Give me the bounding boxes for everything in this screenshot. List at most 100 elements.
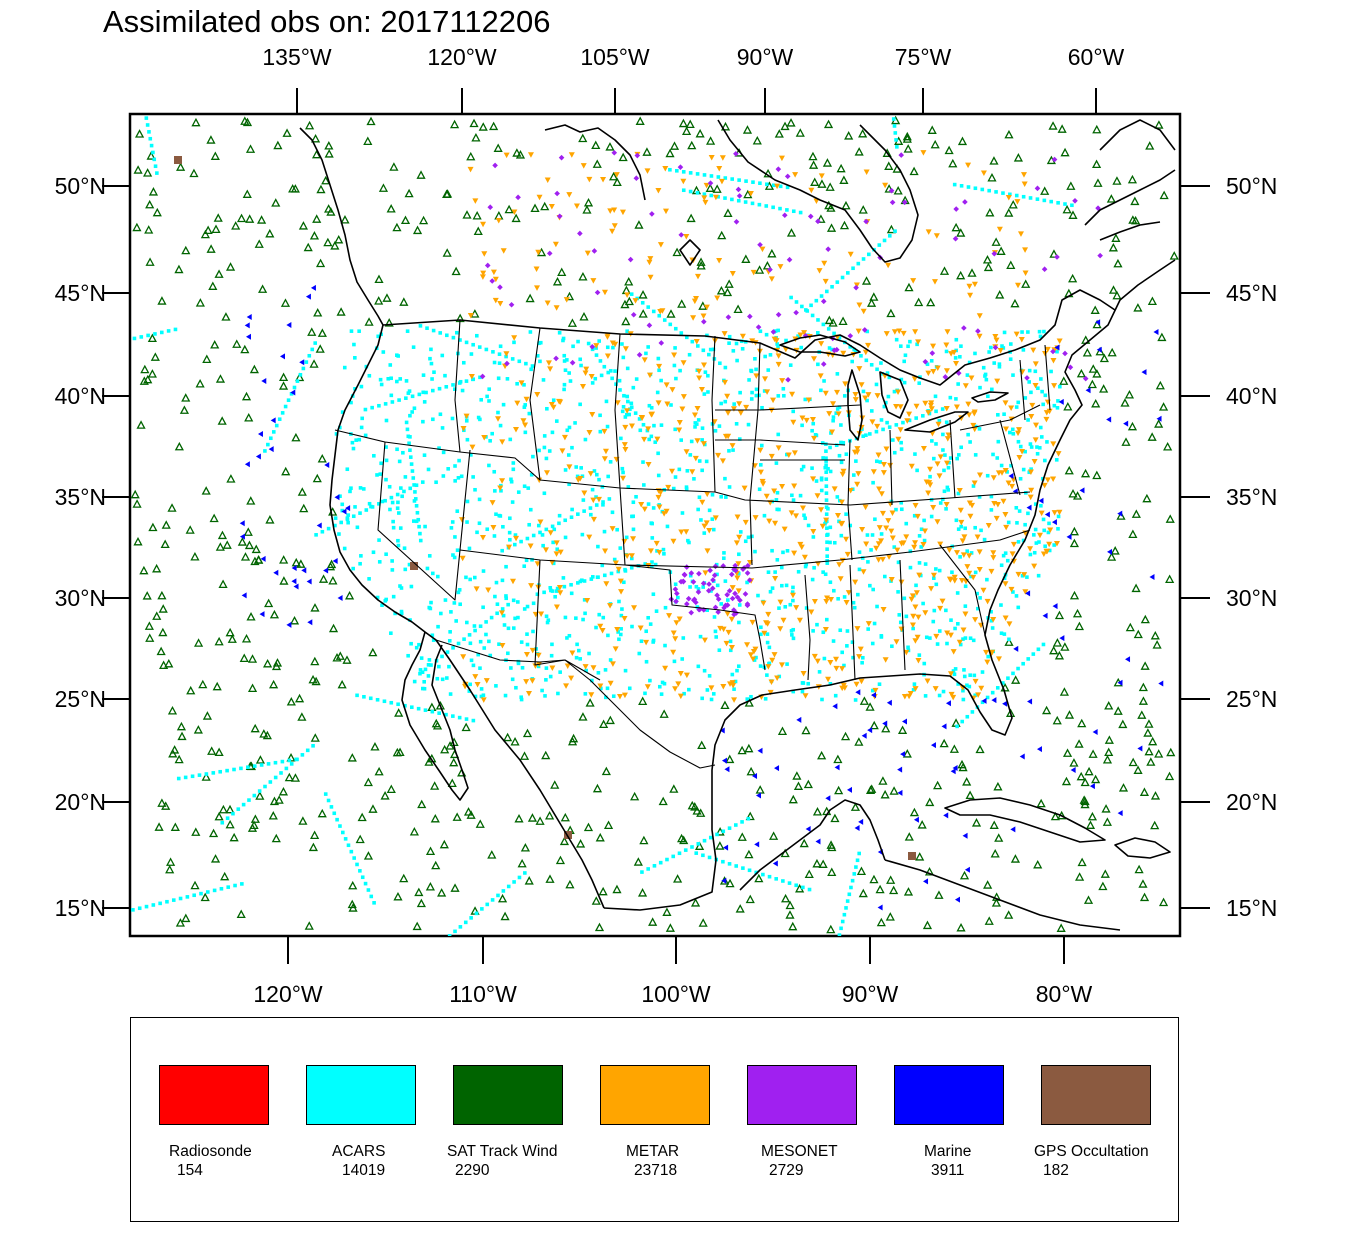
metar-obs: [777, 599, 784, 606]
metar-obs: [879, 510, 886, 517]
sat-track-wind-obs: [991, 898, 1001, 907]
metar-obs: [972, 617, 979, 623]
metar-obs: [1027, 546, 1034, 552]
metar-obs: [944, 329, 951, 335]
acars-obs: [845, 629, 850, 633]
metar-obs: [590, 516, 597, 523]
acars-obs: [479, 687, 484, 691]
metar-obs: [703, 520, 710, 526]
sat-track-wind-obs: [500, 911, 510, 921]
sat-track-wind-obs: [198, 679, 208, 689]
acars-obs: [710, 492, 715, 497]
metar-obs: [460, 425, 467, 432]
acars-obs: [714, 635, 719, 639]
acars-obs: [152, 157, 157, 162]
acars-obs: [574, 465, 579, 469]
acars-obs: [894, 138, 898, 142]
sat-track-wind-obs: [583, 197, 594, 207]
sat-track-wind-obs: [1049, 249, 1059, 258]
marine-obs: [1089, 783, 1095, 790]
metar-obs: [994, 502, 1001, 508]
acars-obs: [397, 511, 401, 515]
acars-obs: [453, 479, 457, 483]
sat-track-wind-obs: [1068, 210, 1078, 219]
acars-obs: [1032, 533, 1036, 537]
acars-obs: [946, 465, 951, 470]
metar-obs: [1056, 509, 1063, 516]
acars-obs: [504, 354, 508, 359]
acars-obs: [437, 943, 441, 947]
sat-track-wind-obs: [630, 791, 640, 801]
acars-obs: [723, 399, 728, 404]
acars-obs: [151, 150, 155, 155]
metar-obs: [533, 266, 540, 272]
acars-obs: [137, 75, 141, 79]
acars-obs: [348, 489, 352, 494]
acars-obs: [824, 449, 828, 453]
acars-obs: [345, 467, 350, 472]
acars-obs: [484, 632, 488, 637]
acars-obs: [501, 889, 506, 893]
acars-obs: [799, 345, 804, 350]
marine-obs: [255, 453, 261, 460]
metar-obs: [701, 362, 708, 368]
sat-track-wind-obs: [449, 757, 459, 767]
metar-obs: [553, 551, 560, 557]
acars-obs: [420, 480, 425, 484]
acars-obs: [525, 604, 530, 609]
sat-track-wind-obs: [1008, 200, 1018, 209]
acars-obs: [388, 363, 393, 367]
metar-obs: [645, 426, 652, 432]
acars-obs: [674, 376, 678, 381]
acars-obs: [455, 548, 460, 553]
acars-obs: [697, 459, 702, 463]
sat-track-wind-obs: [374, 274, 384, 284]
mesonet-obs: [942, 374, 949, 380]
acars-obs: [506, 602, 510, 607]
metar-obs: [788, 510, 795, 516]
sat-track-wind-obs: [435, 700, 445, 710]
metar-obs: [584, 597, 591, 604]
sat-track-wind-obs: [745, 811, 755, 821]
mesonet-obs: [554, 190, 560, 197]
acars-obs: [491, 350, 495, 354]
acars-obs: [673, 582, 678, 587]
acars-obs: [678, 368, 682, 373]
metar-obs: [670, 649, 677, 656]
marine-obs: [1137, 745, 1143, 752]
metar-obs: [1055, 451, 1062, 457]
acars-obs: [492, 469, 497, 474]
metar-obs: [858, 382, 865, 388]
metar-obs: [971, 480, 978, 486]
legend-count-gps-occultation: 182: [1043, 1162, 1069, 1179]
sat-track-wind-obs: [949, 744, 959, 753]
acars-obs: [384, 477, 388, 482]
sat-track-wind-obs: [1112, 176, 1122, 185]
sat-track-wind-obs: [330, 241, 340, 250]
metar-obs: [988, 568, 995, 575]
acars-obs: [429, 347, 433, 352]
sat-track-wind-obs: [959, 870, 970, 880]
sat-track-wind-obs: [231, 221, 241, 230]
acars-obs: [752, 658, 757, 662]
acars-obs: [439, 611, 443, 616]
marine-obs: [1095, 319, 1101, 326]
acars-obs: [1029, 445, 1034, 449]
sat-track-wind-obs: [1138, 682, 1148, 692]
acars-obs: [803, 564, 808, 569]
marine-obs: [721, 757, 727, 764]
sat-track-wind-obs: [158, 627, 168, 637]
acars-obs: [1049, 369, 1053, 374]
acars-obs: [381, 350, 386, 354]
acars-obs: [412, 679, 417, 684]
metar-obs: [680, 360, 687, 366]
sat-track-wind-obs: [437, 888, 447, 897]
acars-obs: [850, 359, 855, 364]
metar-obs: [970, 574, 977, 581]
metar-obs: [498, 610, 505, 616]
acars-obs: [1028, 196, 1033, 200]
sat-track-wind-obs: [576, 839, 586, 848]
sat-track-wind-obs: [1120, 398, 1130, 407]
acars-obs: [396, 538, 400, 543]
legend-count-acars: 14019: [342, 1162, 386, 1179]
